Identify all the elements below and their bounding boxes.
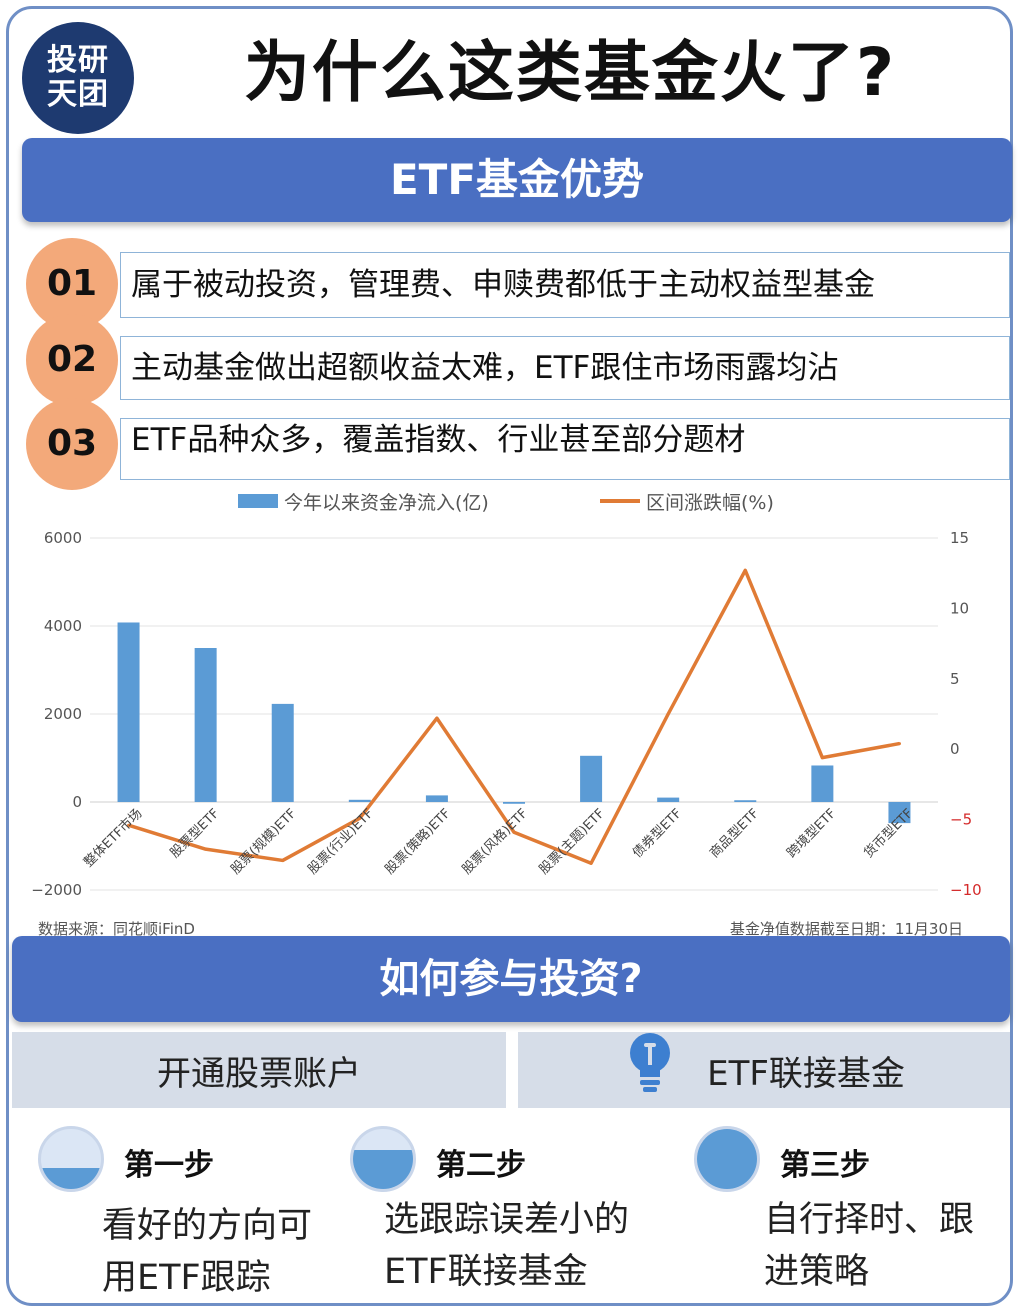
bar-inflow: [425, 795, 448, 802]
brand-logo: 投研 天团: [22, 22, 134, 134]
x-tick-label: 股票(主题)ETF: [537, 806, 608, 877]
bar-inflow: [657, 797, 680, 802]
page-frame: [6, 6, 1013, 1306]
step-2-progress-icon: [350, 1126, 416, 1192]
step-1-desc-line2: 用ETF跟踪: [102, 1258, 271, 1298]
bar-inflow: [888, 802, 911, 824]
x-tick-label: 跨境型ETF: [784, 806, 839, 861]
step-1-fill: [41, 1168, 101, 1189]
y-right-tick-label: −5: [950, 811, 972, 829]
advantage-text-3: ETF品种众多，覆盖指数、行业甚至部分题材: [120, 418, 1010, 480]
logo-line2: 天团: [47, 77, 109, 112]
advantage-number-1: 01: [26, 238, 118, 330]
step-3-fill: [697, 1129, 757, 1189]
y-left-tick-label: 0: [72, 793, 82, 811]
section-heading-how: 如何参与投资?: [12, 936, 1010, 1022]
y-left-tick-label: 2000: [44, 705, 82, 723]
page-title: 为什么这类基金火了?: [243, 34, 897, 111]
y-right-tick-label: 10: [950, 599, 969, 617]
point-change: [820, 756, 824, 760]
step-1-progress-icon: [38, 1126, 104, 1192]
bar-inflow: [117, 622, 140, 802]
advantage-number-2: 02: [26, 314, 118, 406]
step-2-desc-line2: ETF联接基金: [384, 1252, 588, 1292]
point-change: [512, 830, 516, 834]
x-tick-label: 股票型ETF: [168, 806, 223, 861]
bar-inflow: [811, 765, 834, 802]
point-change: [281, 858, 285, 862]
y-left-tick-label: −2000: [31, 881, 82, 899]
x-tick-label: 债券型ETF: [629, 806, 685, 862]
legend-label-change: 区间涨跌幅(%): [646, 491, 774, 514]
point-change: [435, 716, 439, 720]
bar-inflow: [271, 703, 294, 802]
step-3-label: 第三步: [780, 1148, 870, 1183]
step-2-fill: [353, 1150, 413, 1189]
bar-inflow: [734, 800, 757, 802]
x-tick-label: 股票(风格)ETF: [459, 806, 531, 878]
step-1-label: 第一步: [124, 1148, 214, 1183]
step-2-desc-line1: 选跟踪误差小的: [384, 1200, 630, 1240]
x-tick-label: 股票(策略)ETF: [382, 806, 454, 878]
step-3-desc-line1: 自行择时、跟: [764, 1200, 975, 1240]
step-3-desc-line2: 进策略: [764, 1252, 870, 1292]
y-left-tick-label: 6000: [44, 529, 82, 547]
bar-inflow: [503, 802, 525, 804]
y-left-tick-label: 4000: [44, 617, 82, 635]
advantage-number-3: 03: [26, 398, 118, 490]
step-2-label: 第二步: [436, 1148, 526, 1183]
bar-inflow: [194, 648, 217, 802]
x-tick-label: 商品型ETF: [707, 806, 762, 861]
point-change: [358, 816, 362, 820]
bar-inflow: [348, 799, 371, 802]
point-change: [127, 823, 131, 827]
y-right-tick-label: 0: [950, 740, 960, 758]
point-change: [589, 861, 593, 865]
legend-bar-swatch: [238, 494, 278, 508]
option-etf-link-fund: ETF联接基金: [518, 1032, 1010, 1108]
legend-line-swatch: [600, 499, 640, 503]
x-tick-label: 整体ETF市场: [81, 806, 146, 871]
legend-item-change: 区间涨跌幅(%): [600, 488, 774, 514]
point-change: [897, 742, 901, 746]
point-change: [743, 568, 747, 572]
date-note: 基金净值数据截至日期：11月30日: [729, 920, 963, 938]
option-stock-account: 开通股票账户: [12, 1032, 506, 1108]
logo-line1: 投研: [47, 43, 109, 78]
bar-inflow: [580, 755, 603, 802]
section-heading-advantages: ETF基金优势: [22, 138, 1012, 222]
advantage-text-1: 属于被动投资，管理费、申赎费都低于主动权益型基金: [120, 252, 1010, 318]
option-label-etf-link: ETF联接基金: [707, 1053, 905, 1094]
legend-item-inflow: 今年以来资金净流入(亿): [238, 488, 489, 514]
y-right-tick-label: 15: [950, 529, 969, 547]
y-right-tick-label: −10: [950, 881, 982, 899]
x-tick-label: 股票(规模)ETF: [228, 806, 299, 877]
y-right-tick-label: 5: [950, 670, 960, 688]
legend-label-inflow: 今年以来资金净流入(亿): [284, 491, 489, 514]
lightbulb-icon: [630, 1033, 671, 1092]
source-note: 数据来源：同花顺iFinD: [38, 920, 195, 938]
step-1-desc-line1: 看好的方向可: [102, 1206, 313, 1246]
advantage-text-2: 主动基金做出超额收益太难，ETF跟住市场雨露均沾: [120, 336, 1010, 400]
point-change: [666, 712, 670, 716]
point-change: [204, 847, 208, 851]
step-3-progress-icon: [694, 1126, 760, 1192]
fund-flow-chart: 6000 4000 2000 0 −2000 15 10 5 0 −5 −10 整体ETF市场 股票型E…: [31, 529, 982, 899]
option-label-stock-account: 开通股票账户: [157, 1053, 361, 1094]
